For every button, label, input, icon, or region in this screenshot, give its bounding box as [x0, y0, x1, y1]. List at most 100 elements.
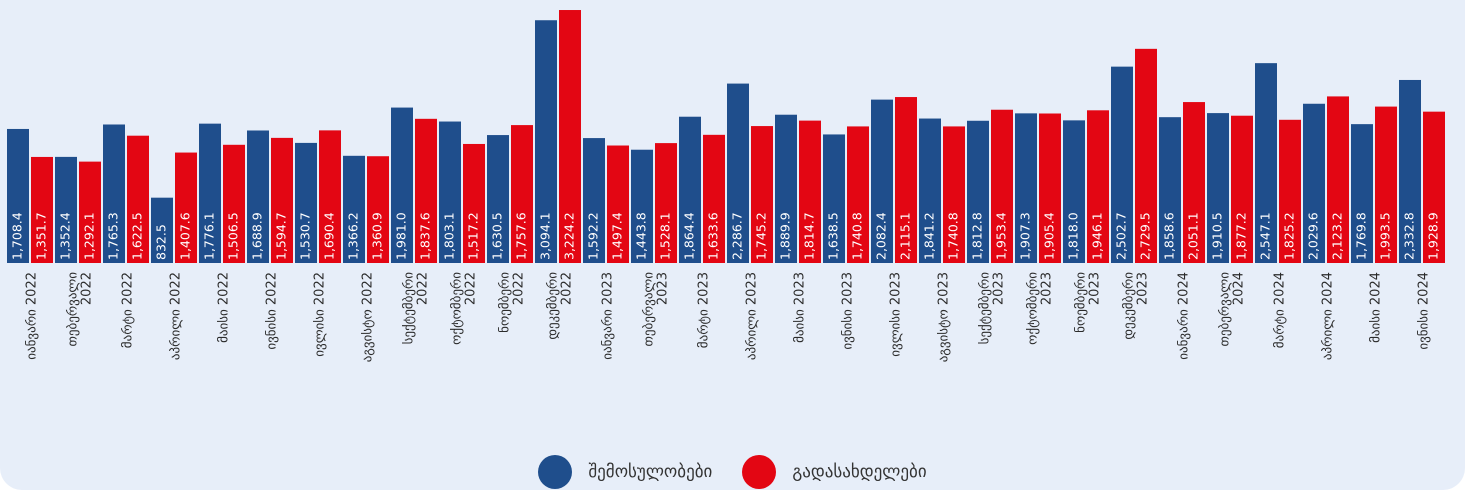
x-tick-label-line: ივლისი 2023 — [889, 272, 904, 357]
x-tick-label-line: ნოემბერი — [1074, 272, 1089, 333]
value-label-expenditure-15: 1,745.2 — [754, 212, 769, 260]
bar-expenditure-21[interactable] — [1039, 113, 1061, 263]
bar-revenue-28[interactable] — [1351, 124, 1373, 264]
legend: შემოსულობები გადასახდელები — [0, 455, 1465, 489]
x-tick-label-line: იანვარი 2022 — [25, 272, 40, 360]
bar-revenue-5[interactable] — [247, 130, 269, 263]
bar-revenue-17[interactable] — [823, 134, 845, 263]
bar-expenditure-13[interactable] — [655, 143, 677, 263]
value-label-expenditure-28: 1,993.5 — [1378, 212, 1393, 260]
bar-revenue-1[interactable] — [55, 156, 77, 263]
bar-revenue-13[interactable] — [631, 149, 653, 263]
bar-revenue-16[interactable] — [775, 114, 797, 263]
x-tick-label-line: დეკემბერი — [1122, 272, 1137, 340]
value-label-revenue-15: 2,286.7 — [730, 212, 745, 260]
bar-revenue-22[interactable] — [1063, 120, 1085, 263]
bar-revenue-29[interactable] — [1399, 79, 1421, 263]
x-tick-label-line: მაისი 2022 — [217, 272, 232, 343]
bar-revenue-19[interactable] — [919, 118, 941, 263]
bar-expenditure-19[interactable] — [943, 126, 965, 263]
value-label-expenditure-22: 1,946.1 — [1090, 212, 1105, 260]
bar-revenue-4[interactable] — [199, 123, 221, 263]
bar-expenditure-22[interactable] — [1087, 110, 1109, 263]
bar-revenue-8[interactable] — [391, 107, 413, 264]
bar-expenditure-10[interactable] — [511, 125, 533, 263]
value-label-revenue-11: 3,094.1 — [538, 212, 553, 260]
bar-expenditure-25[interactable] — [1231, 115, 1253, 263]
x-tick-label-line: 2023 — [1040, 272, 1055, 305]
bar-expenditure-16[interactable] — [799, 120, 821, 263]
bar-expenditure-1[interactable] — [79, 161, 101, 263]
value-label-revenue-24: 1,858.6 — [1162, 212, 1177, 260]
value-label-revenue-6: 1,530.7 — [298, 212, 313, 260]
bar-revenue-2[interactable] — [103, 124, 125, 263]
legend-marker-expenditures — [742, 455, 777, 489]
bar-revenue-26[interactable] — [1255, 63, 1277, 263]
bar-revenue-27[interactable] — [1303, 103, 1325, 264]
bar-expenditure-17[interactable] — [847, 126, 869, 263]
x-tick-label-line: ივლისი 2022 — [313, 272, 328, 357]
bar-expenditure-2[interactable] — [127, 135, 149, 263]
value-label-revenue-0: 1,708.4 — [10, 212, 25, 260]
x-tick-label-3: აპრილი 2022 — [169, 272, 184, 360]
x-tick-label-line: ივნისი 2024 — [1417, 272, 1432, 350]
x-tick-label-line: აგვისტო 2022 — [361, 272, 376, 362]
bar-revenue-7[interactable] — [343, 155, 365, 263]
bar-expenditure-27[interactable] — [1327, 96, 1349, 263]
bar-revenue-3[interactable] — [151, 197, 173, 263]
bar-revenue-10[interactable] — [487, 135, 509, 263]
bar-revenue-18[interactable] — [871, 99, 893, 263]
bar-expenditure-23[interactable] — [1135, 48, 1157, 263]
bar-expenditure-24[interactable] — [1183, 102, 1205, 263]
bar-expenditure-6[interactable] — [319, 130, 341, 263]
x-tick-label-16: მაისი 2023 — [793, 272, 808, 343]
bar-revenue-25[interactable] — [1207, 113, 1229, 263]
bar-revenue-21[interactable] — [1015, 113, 1037, 263]
bar-revenue-23[interactable] — [1111, 66, 1133, 263]
legend-item-expenditures[interactable]: გადასახდელები — [742, 455, 927, 489]
x-tick-label-line: იანვარი 2024 — [1177, 272, 1192, 360]
bar-expenditure-26[interactable] — [1279, 119, 1301, 264]
value-label-expenditure-27: 2,123.2 — [1330, 212, 1345, 260]
bar-revenue-12[interactable] — [583, 138, 605, 263]
value-label-expenditure-6: 1,690.4 — [322, 212, 337, 260]
value-label-expenditure-13: 1,528.1 — [658, 212, 673, 260]
bar-expenditure-5[interactable] — [271, 137, 293, 263]
bar-revenue-15[interactable] — [727, 83, 749, 263]
bar-expenditure-18[interactable] — [895, 97, 917, 264]
bar-revenue-0[interactable] — [7, 128, 29, 263]
x-tick-label-9: ოქტომბერი2022 — [450, 272, 479, 345]
bar-expenditure-9[interactable] — [463, 143, 485, 263]
bar-revenue-14[interactable] — [679, 116, 701, 263]
x-tick-label-27: აპრილი 2024 — [1321, 272, 1336, 360]
x-tick-label-line: აპრილი 2023 — [745, 272, 760, 360]
value-label-expenditure-20: 1,953.4 — [994, 212, 1009, 260]
legend-item-revenues[interactable]: შემოსულობები — [538, 455, 712, 489]
x-tick-label-line: ნოემბერი — [498, 272, 513, 333]
x-tick-label-line: მაისი 2023 — [793, 272, 808, 343]
bar-revenue-6[interactable] — [295, 142, 317, 263]
bar-expenditure-14[interactable] — [703, 134, 725, 263]
bar-expenditure-0[interactable] — [31, 156, 53, 263]
bar-expenditure-3[interactable] — [175, 152, 197, 263]
value-label-revenue-20: 1,812.8 — [970, 212, 985, 260]
x-tick-label-11: დეკემბერი2022 — [546, 272, 575, 340]
x-tick-label-line: სექტემბერი — [978, 272, 993, 345]
bar-revenue-11[interactable] — [535, 20, 557, 264]
bar-expenditure-29[interactable] — [1423, 111, 1445, 263]
bar-revenue-24[interactable] — [1159, 117, 1181, 263]
x-tick-label-line: ივნისი 2022 — [265, 272, 280, 350]
bar-expenditure-4[interactable] — [223, 144, 245, 263]
bar-expenditure-28[interactable] — [1375, 106, 1397, 264]
bar-revenue-9[interactable] — [439, 121, 461, 263]
bar-expenditure-7[interactable] — [367, 156, 389, 263]
bar-expenditure-20[interactable] — [991, 109, 1013, 263]
x-tick-label-5: ივნისი 2022 — [265, 272, 280, 350]
x-tick-label-24: იანვარი 2024 — [1177, 272, 1192, 360]
bar-expenditure-12[interactable] — [607, 145, 629, 263]
bar-revenue-20[interactable] — [967, 120, 989, 263]
bar-expenditure-8[interactable] — [415, 118, 437, 263]
x-tick-label-23: დეკემბერი2023 — [1122, 272, 1151, 340]
bar-expenditure-15[interactable] — [751, 126, 773, 263]
bar-expenditure-11[interactable] — [559, 10, 581, 263]
